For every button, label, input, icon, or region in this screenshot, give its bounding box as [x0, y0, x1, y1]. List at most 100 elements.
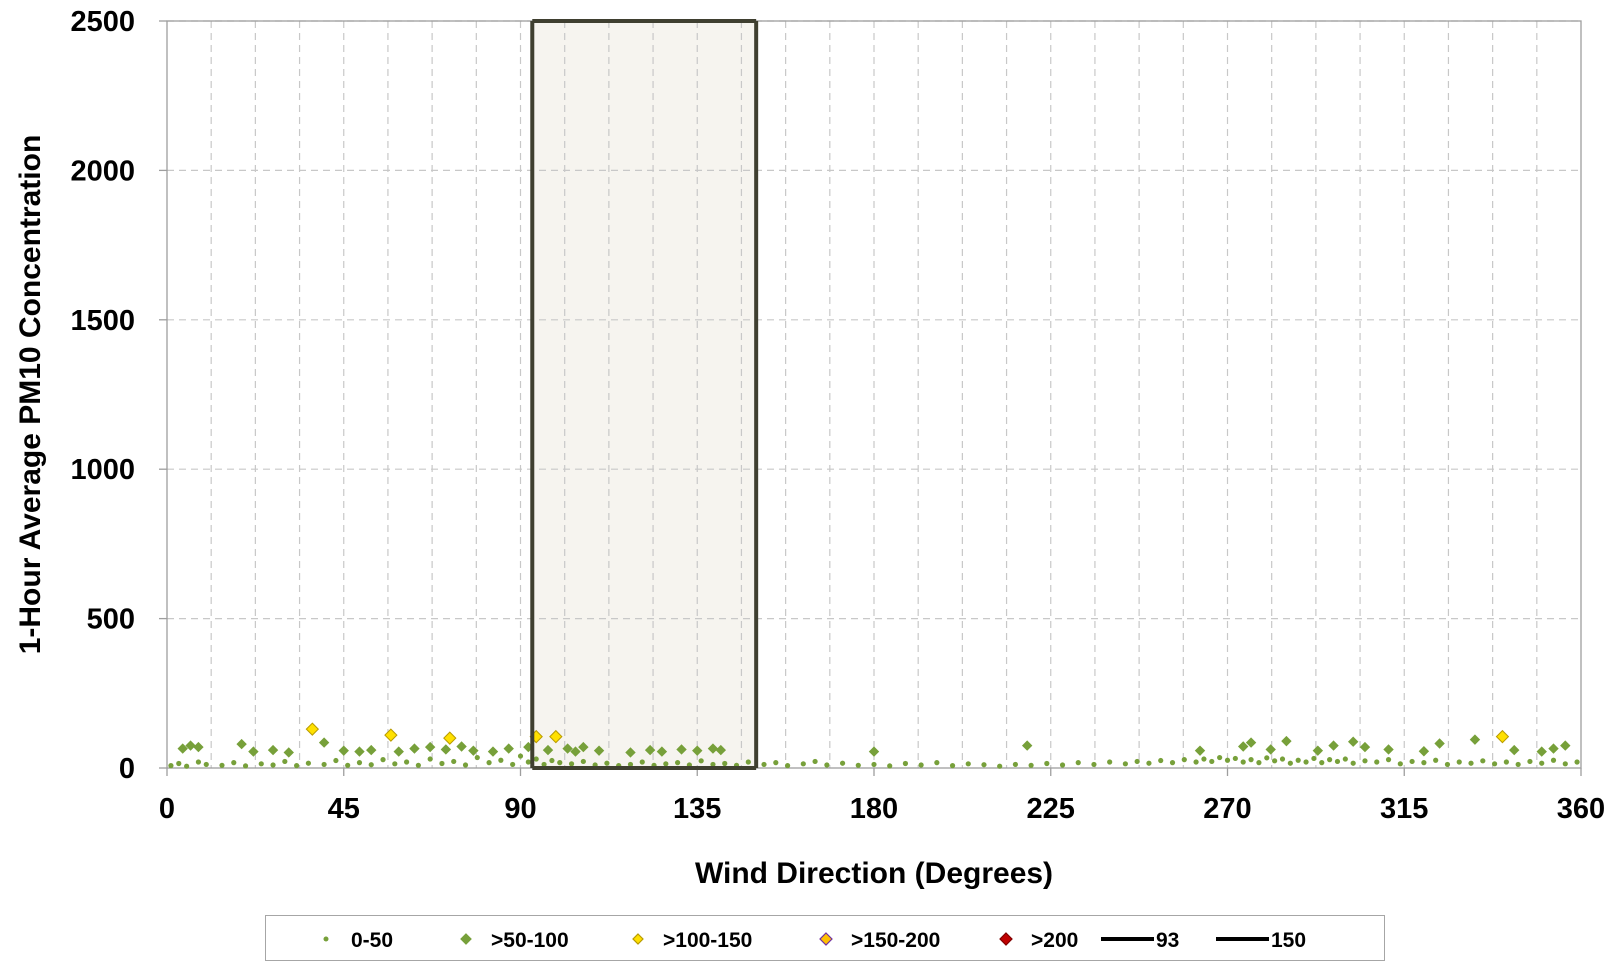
- point-50-100: [656, 746, 668, 757]
- point-0-50: [855, 762, 861, 768]
- point-50-100: [424, 741, 436, 753]
- point-0-50: [568, 761, 575, 767]
- legend-label: 150: [1271, 929, 1306, 952]
- point-0-50: [965, 761, 971, 767]
- point-0-50: [722, 760, 728, 767]
- point-0-50: [1201, 756, 1207, 762]
- point-0-50: [784, 763, 791, 769]
- x-tick-label: 90: [504, 793, 536, 825]
- point-50-100: [868, 746, 880, 757]
- point-0-50: [1515, 761, 1521, 768]
- point-0-50: [1433, 757, 1439, 763]
- point-50-100: [503, 743, 514, 754]
- point-0-50: [997, 763, 1003, 769]
- point-50-100: [283, 747, 294, 758]
- point-0-50: [1491, 761, 1498, 767]
- point-50-100: [338, 745, 349, 756]
- point-0-50: [1527, 758, 1533, 765]
- point-50-100: [1418, 746, 1430, 757]
- point-0-50: [1059, 762, 1066, 768]
- point-0-50: [824, 762, 830, 768]
- point-50-100: [318, 737, 330, 748]
- point-0-50: [773, 760, 779, 766]
- point-50-100: [676, 744, 687, 755]
- point-50-100: [593, 745, 605, 756]
- legend-item: 93: [1101, 929, 1179, 952]
- legend-label: >100-150: [663, 929, 752, 952]
- point-0-50: [1574, 759, 1580, 765]
- point-50-100: [177, 743, 188, 754]
- point-0-50: [258, 761, 264, 767]
- point-100-150: [549, 729, 563, 744]
- point-0-50: [1409, 758, 1415, 765]
- point-0-50: [1562, 761, 1568, 767]
- point-0-50: [195, 759, 202, 765]
- x-axis-title: Wind Direction (Degrees): [695, 857, 1053, 890]
- point-0-50: [321, 761, 327, 768]
- point-0-50: [1224, 757, 1231, 763]
- point-0-50: [1539, 760, 1545, 766]
- point-0-50: [918, 762, 924, 768]
- point-0-50: [1091, 761, 1097, 768]
- point-0-50: [1158, 757, 1164, 764]
- point-0-50: [1146, 760, 1152, 766]
- point-0-50: [1397, 761, 1403, 767]
- point-50-100: [542, 744, 554, 756]
- legend-label: 93: [1156, 929, 1179, 952]
- point-50-100: [1021, 740, 1033, 751]
- legend-label: 0-50: [351, 929, 393, 952]
- point-50-100: [1548, 743, 1559, 754]
- point-50-100: [366, 744, 377, 756]
- point-50-100: [185, 740, 196, 751]
- point-0-50: [557, 760, 563, 766]
- point-0-50: [800, 761, 806, 767]
- point-0-50: [1181, 757, 1187, 763]
- point-50-100: [456, 741, 467, 752]
- point-50-100: [625, 747, 636, 758]
- legend-marker: [819, 932, 833, 946]
- point-0-50: [627, 761, 634, 768]
- point-50-100: [1238, 741, 1249, 752]
- point-0-50: [1272, 758, 1278, 764]
- point-0-50: [1075, 760, 1081, 766]
- point-0-50: [1303, 759, 1309, 765]
- legend-marker: [323, 936, 329, 942]
- point-0-50: [902, 760, 909, 767]
- y-tick-label: 500: [87, 604, 135, 636]
- point-0-50: [486, 760, 492, 766]
- point-100-150: [1495, 729, 1510, 744]
- point-0-50: [1240, 759, 1246, 765]
- point-0-50: [1421, 760, 1427, 766]
- point-50-100: [354, 746, 365, 757]
- point-0-50: [282, 758, 288, 765]
- point-50-100: [578, 741, 589, 753]
- point-50-100: [487, 746, 499, 757]
- point-0-50: [639, 759, 645, 765]
- legend-marker: [999, 932, 1013, 946]
- point-50-100: [1509, 744, 1520, 756]
- point-50-100: [1265, 744, 1276, 755]
- point-0-50: [1468, 760, 1474, 766]
- point-0-50: [812, 758, 818, 765]
- point-0-50: [1287, 760, 1293, 766]
- point-0-50: [380, 757, 386, 763]
- point-0-50: [1232, 755, 1238, 762]
- point-0-50: [1217, 754, 1223, 761]
- point-0-50: [1444, 761, 1451, 768]
- point-50-100: [193, 741, 204, 753]
- point-0-50: [462, 762, 469, 768]
- point-0-50: [356, 760, 363, 766]
- legend-label: >200: [1031, 929, 1078, 952]
- point-0-50: [510, 761, 516, 768]
- point-0-50: [294, 763, 300, 769]
- point-0-50: [663, 761, 669, 767]
- x-tick-label: 135: [673, 793, 721, 825]
- point-0-50: [451, 758, 457, 765]
- point-100-150: [443, 731, 457, 745]
- point-0-50: [1134, 758, 1140, 765]
- x-tick-label: 180: [850, 793, 898, 825]
- point-0-50: [1550, 757, 1557, 763]
- legend-svg: 0-50 >50-100 >100-150 >150-200 >200 93 150: [323, 929, 1306, 952]
- point-0-50: [1327, 757, 1333, 763]
